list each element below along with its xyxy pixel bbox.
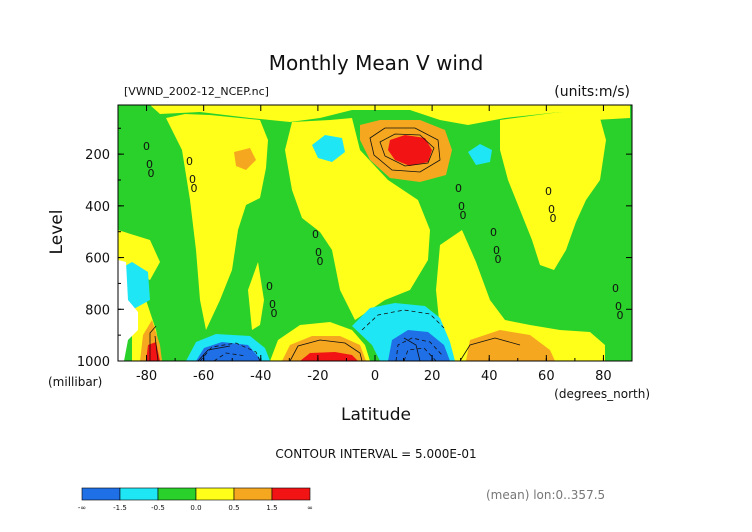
x-tick-label: 40 <box>481 369 498 384</box>
region-strong-positive-top <box>388 135 432 166</box>
region-positive-left-mid <box>248 262 264 330</box>
y-tick-label: 600 <box>85 252 110 267</box>
colorbar-swatch <box>233 487 273 501</box>
region-moderate-positive-bottom-right <box>466 330 555 361</box>
zero-contour-label-char: 0 <box>458 200 465 213</box>
zero-contour-label-char: 0 <box>143 140 150 153</box>
y-tick-label: 800 <box>85 303 110 318</box>
chart-title: Monthly Mean V wind <box>269 51 484 75</box>
x-tick-label: 0 <box>371 369 379 384</box>
x-axis: -80 -60 -40 -20 0 20 40 60 80 <box>117 105 633 384</box>
contour-lines <box>149 127 521 361</box>
colorbar-label: 1.5 <box>266 504 277 512</box>
zero-contour-label-char: 0 <box>266 280 273 293</box>
region-positive-center-right <box>436 230 605 361</box>
colorbar-label: -0.5 <box>151 504 165 512</box>
region-positive-right <box>500 112 606 270</box>
x-tick-label: 20 <box>424 369 441 384</box>
colorbar-swatch <box>119 487 159 501</box>
zero-contour-label-char: 0 <box>146 158 153 171</box>
colorbar-swatch <box>157 487 197 501</box>
x-axis-units: (degrees_north) <box>554 387 650 401</box>
zero-contour-label-char: 0 <box>312 228 319 241</box>
zero-contour-label-char: 0 <box>315 246 322 259</box>
zero-contour-label-char: 0 <box>269 298 276 311</box>
zero-contour-label-char: 0 <box>186 155 193 168</box>
region-negative-top-small <box>312 135 345 162</box>
region-negative-top-right-small <box>468 144 492 165</box>
zero-contour-label-char: 0 <box>148 167 155 180</box>
colorbar-label: 0.5 <box>228 504 239 512</box>
contour-fill-area <box>118 105 632 361</box>
y-tick-label: 400 <box>85 200 110 215</box>
colorbar-label: -∞ <box>78 504 86 512</box>
region-moderate-positive-small <box>234 148 256 170</box>
colorbar: -∞ -1.5 -0.5 0.0 0.5 1.5 ∞ <box>78 487 313 512</box>
region-strong-positive-bottom <box>300 352 358 361</box>
file-label: [VWND_2002-12_NCEP.nc] <box>124 85 269 98</box>
x-tick-label: 60 <box>538 369 555 384</box>
y-axis-units: (millibar) <box>48 375 102 389</box>
zero-contour-label-char: 0 <box>189 173 196 186</box>
zero-contour-label-char: 0 <box>271 307 278 320</box>
zero-contour-label-char: 0 <box>495 253 502 266</box>
region-undefined <box>118 260 138 361</box>
zero-contour-label-char: 0 <box>460 209 467 222</box>
x-axis-label: Latitude <box>341 405 411 425</box>
y-tick-label: 1000 <box>77 355 110 370</box>
zero-contour-label-char: 0 <box>548 203 555 216</box>
colorbar-swatch <box>81 487 121 501</box>
units-label: (units:m/s) <box>554 84 630 100</box>
x-tick-label: -20 <box>307 369 328 384</box>
region-positive-top-band <box>150 105 630 125</box>
x-tick-label: -40 <box>250 369 271 384</box>
contour-interval-label: CONTOUR INTERVAL = 5.000E-01 <box>275 447 476 461</box>
zero-contour-label-char: 0 <box>615 300 622 313</box>
zero-contour-label-char: 0 <box>550 212 557 225</box>
colorbar-swatch <box>271 487 311 501</box>
region-positive-center <box>285 118 430 320</box>
zero-contour-label-char: 0 <box>545 185 552 198</box>
negative-contour-lines <box>199 309 445 361</box>
colorbar-label: -1.5 <box>113 504 127 512</box>
zero-contour-label-char: 0 <box>493 244 500 257</box>
region-strong-negative-bottom-left <box>196 342 262 361</box>
zero-contour-label-char: 0 <box>191 182 198 195</box>
zero-contour-label-char: 0 <box>317 255 324 268</box>
y-axis-label: Level <box>47 210 67 255</box>
colorbar-label: 0.0 <box>190 504 201 512</box>
colorbar-swatch <box>195 487 235 501</box>
x-tick-label: 80 <box>595 369 612 384</box>
zero-contour-label-char: 0 <box>490 226 497 239</box>
zero-contour-label-char: 0 <box>612 282 619 295</box>
y-axis: 200 400 600 800 1000 <box>77 127 632 370</box>
colorbar-label: ∞ <box>307 504 313 512</box>
averaging-note: (mean) lon:0..357.5 <box>486 488 605 502</box>
x-tick-label: -80 <box>136 369 157 384</box>
x-tick-label: -60 <box>193 369 214 384</box>
region-strong-negative-bottom-center <box>388 330 450 361</box>
zero-contour-label-char: 0 <box>617 309 624 322</box>
zero-contour-label-char: 0 <box>455 182 462 195</box>
y-tick-label: 200 <box>85 148 110 163</box>
